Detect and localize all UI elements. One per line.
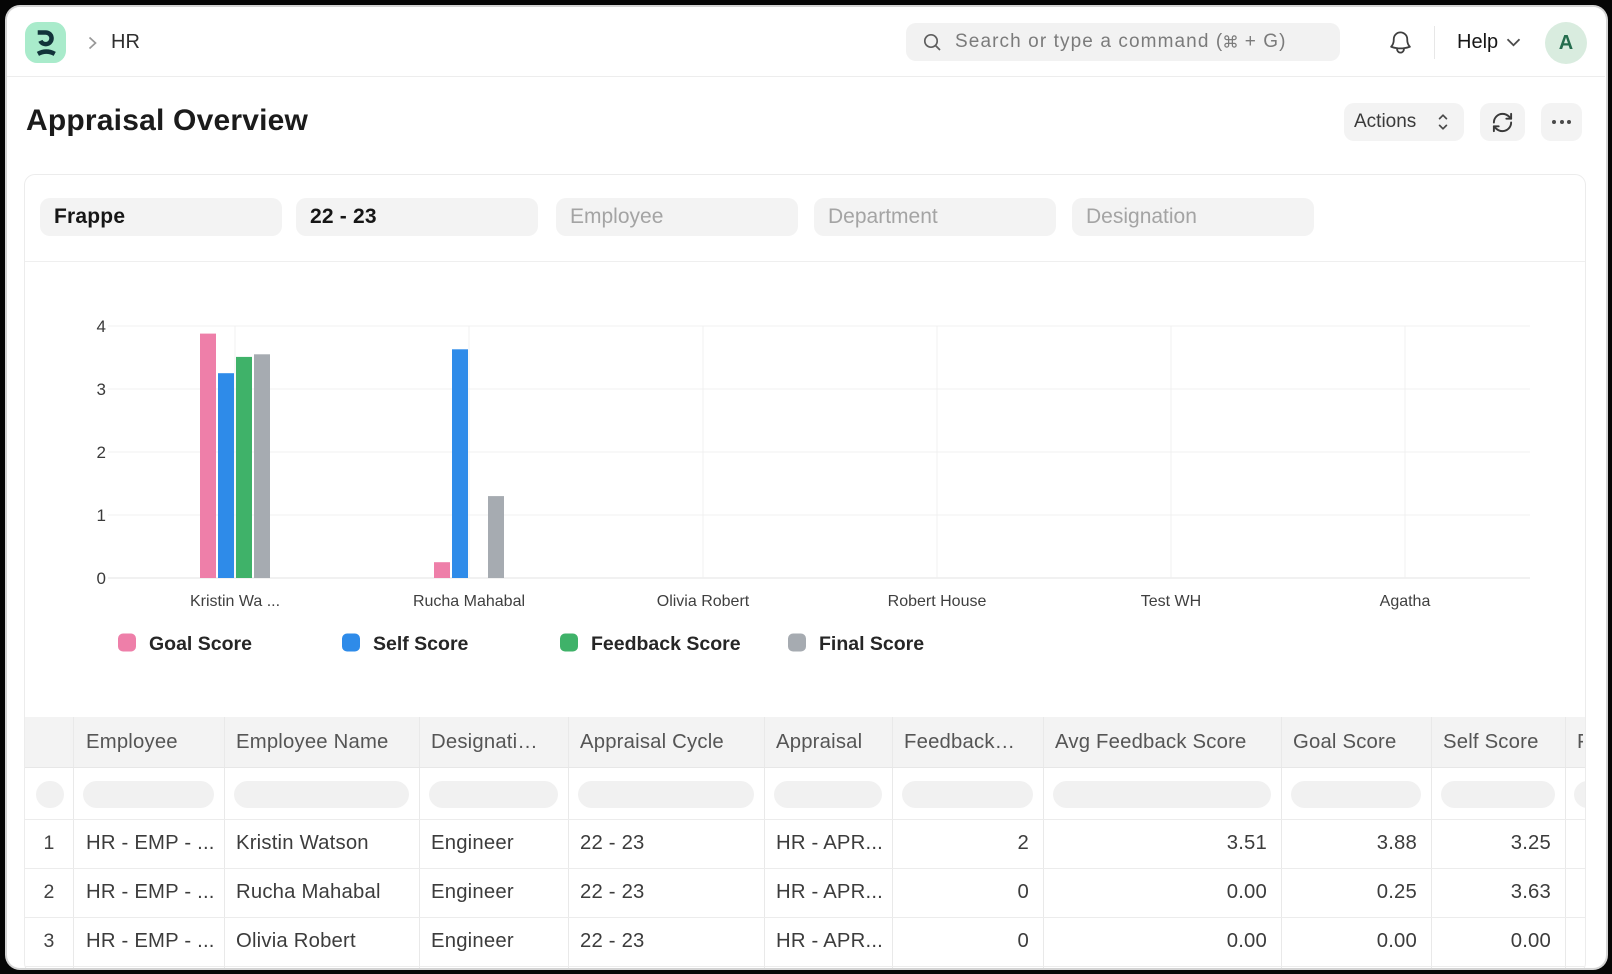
svg-text:Rucha Mahabal: Rucha Mahabal (413, 593, 525, 610)
svg-text:Robert House: Robert House (888, 593, 987, 610)
svg-text:2: 2 (97, 443, 106, 462)
svg-text:Final Score: Final Score (819, 633, 924, 655)
svg-text:1: 1 (97, 506, 106, 525)
svg-text:Feedback Score: Feedback Score (591, 633, 741, 655)
svg-text:0: 0 (97, 569, 106, 588)
svg-text:Test WH: Test WH (1141, 593, 1201, 610)
svg-text:Agatha: Agatha (1380, 593, 1431, 610)
svg-text:3: 3 (97, 380, 106, 399)
svg-text:Self Score: Self Score (373, 633, 469, 655)
svg-text:4: 4 (97, 317, 106, 336)
svg-text:Olivia Robert: Olivia Robert (657, 593, 750, 610)
svg-text:Kristin Wa ...: Kristin Wa ... (190, 593, 280, 610)
svg-text:Goal Score: Goal Score (149, 633, 252, 655)
